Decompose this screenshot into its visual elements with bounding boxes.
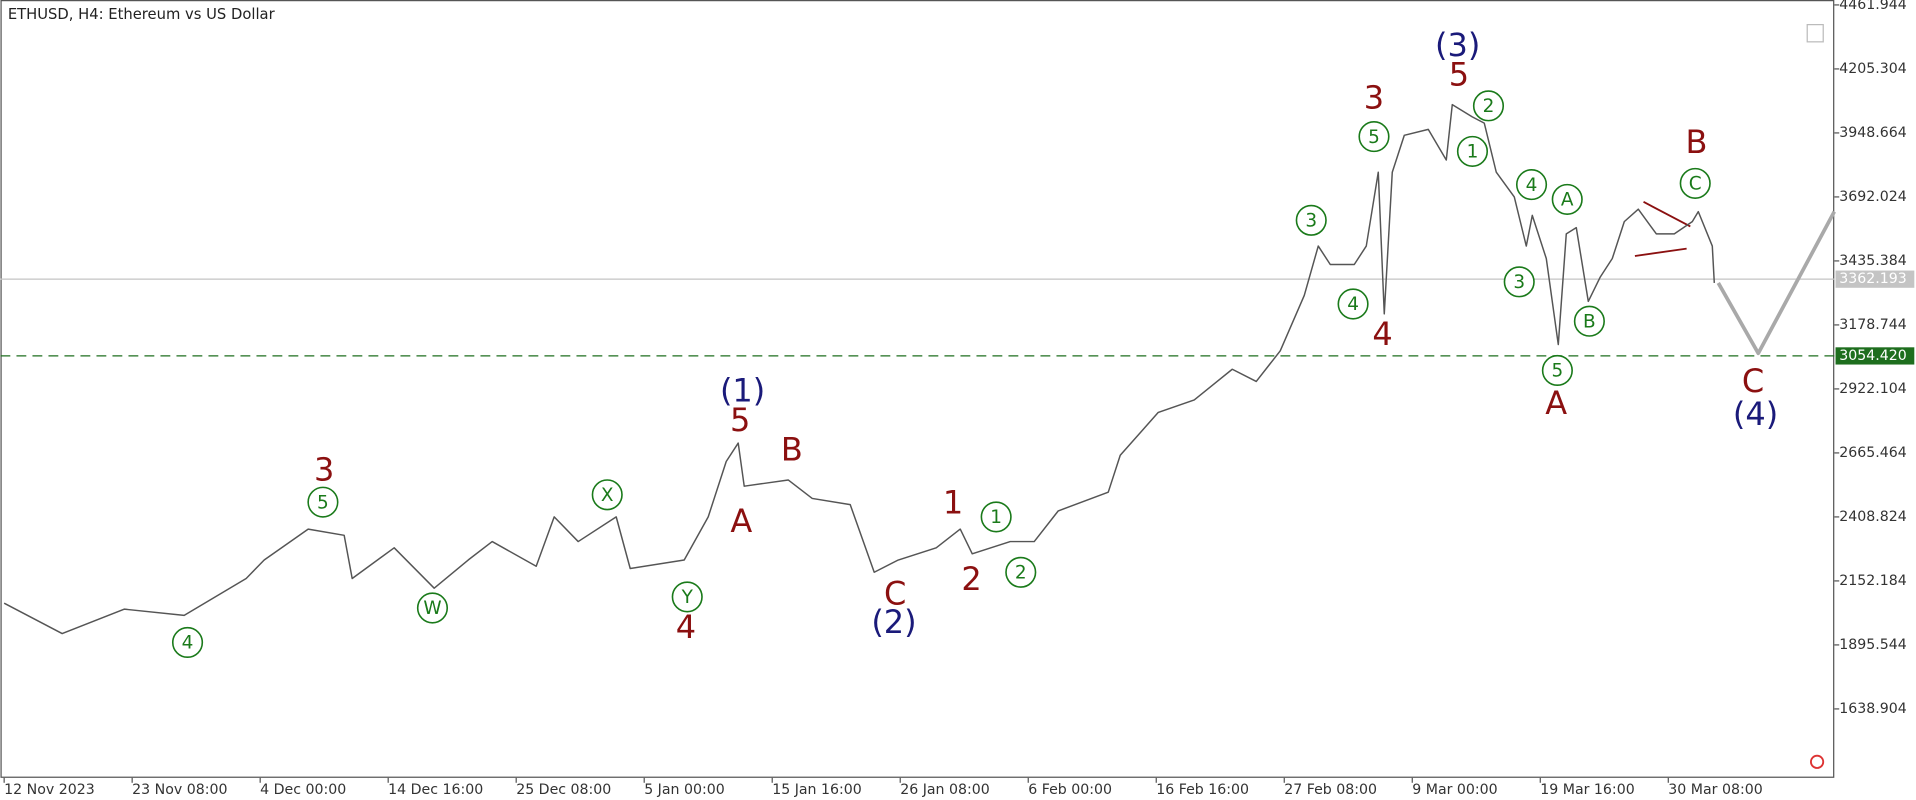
wave-circle xyxy=(591,479,623,511)
x-tick-label: 26 Jan 08:00 xyxy=(900,782,990,798)
price-label: 3362.193 xyxy=(1839,271,1906,287)
price-label-box xyxy=(1835,270,1915,288)
y-tick-label: 2152.184 xyxy=(1839,573,1906,589)
x-tick-label: 16 Feb 16:00 xyxy=(1156,782,1249,798)
wave-label: 2 xyxy=(961,560,981,598)
wave-label: 4 xyxy=(676,608,696,646)
x-tick-label: 6 Feb 00:00 xyxy=(1028,782,1112,798)
wave-label: B xyxy=(1685,123,1707,161)
icon[interactable] xyxy=(1806,24,1824,43)
wave-label: 3 xyxy=(1305,211,1317,232)
wave-circle xyxy=(1551,183,1583,215)
price-path xyxy=(1716,210,1836,356)
wave-label: 3 xyxy=(1513,272,1525,293)
wave-label: 4 xyxy=(1347,294,1359,315)
wave-label: (1) xyxy=(720,372,765,410)
wave-label: 2 xyxy=(1483,96,1495,117)
wave-label: C xyxy=(1689,174,1702,195)
y-tick-label: 2408.824 xyxy=(1839,509,1906,525)
wave-label: 4 xyxy=(182,633,194,654)
x-tick-label: 27 Feb 08:00 xyxy=(1284,782,1377,798)
wave-circle xyxy=(1295,204,1327,236)
icon[interactable] xyxy=(1810,754,1825,769)
y-tick-label: 4205.304 xyxy=(1839,61,1906,77)
wave-label: Y xyxy=(681,587,694,608)
x-tick-label: 30 Mar 08:00 xyxy=(1668,782,1762,798)
triangle-line xyxy=(1643,201,1691,228)
y-tick-label: 1895.544 xyxy=(1839,637,1906,653)
y-tick-label: 3178.744 xyxy=(1839,317,1906,333)
wave-label: A xyxy=(730,502,752,540)
wave-label: 2 xyxy=(1015,563,1027,584)
wave-label: 1 xyxy=(990,507,1002,528)
y-tick-label: 4461.944 xyxy=(1839,0,1906,13)
y-tick-label: 2665.464 xyxy=(1839,445,1906,461)
wave-label: 3 xyxy=(1364,79,1384,117)
x-tick-label: 23 Nov 08:00 xyxy=(132,782,227,798)
wave-circle xyxy=(1358,121,1390,153)
wave-label: 5 xyxy=(1368,127,1380,148)
plot-frame xyxy=(0,0,1835,778)
wave-circle xyxy=(416,592,449,624)
wave-circle xyxy=(1337,288,1369,320)
wave-label: B xyxy=(781,431,803,469)
wave-label: 5 xyxy=(317,492,329,513)
y-tick-label: 2922.104 xyxy=(1839,381,1906,397)
price-label-box xyxy=(1835,347,1915,365)
price-path xyxy=(3,103,1716,635)
wave-label: 5 xyxy=(730,401,750,439)
y-tick-label: 3435.384 xyxy=(1839,253,1906,269)
wave-label: B xyxy=(1583,311,1596,332)
wave-circle xyxy=(1456,135,1489,167)
wave-circle xyxy=(671,581,703,613)
wave-label: W xyxy=(423,598,441,619)
wave-label: 1 xyxy=(1467,142,1479,163)
wave-label: (3) xyxy=(1435,26,1480,64)
wave-label: 4 xyxy=(1526,175,1538,196)
wave-label: 1 xyxy=(943,484,963,522)
wave-label: A xyxy=(1561,190,1574,211)
chart-title: ETHUSD, H4: Ethereum vs US Dollar xyxy=(8,6,276,23)
wave-circle xyxy=(1573,305,1605,337)
wave-circle xyxy=(1472,90,1505,122)
x-tick-label: 14 Dec 16:00 xyxy=(388,782,483,798)
wave-label: 4 xyxy=(1372,315,1392,353)
x-tick-label: 12 Nov 2023 xyxy=(4,782,95,798)
wave-circle xyxy=(980,501,1012,533)
wave-circle xyxy=(1679,167,1711,199)
wave-label: (2) xyxy=(871,603,916,641)
y-tick-label: 1638.904 xyxy=(1839,701,1906,717)
triangle-line xyxy=(1634,247,1687,257)
wave-label: X xyxy=(601,485,614,506)
x-tick-label: 9 Mar 00:00 xyxy=(1412,782,1497,798)
wave-circle xyxy=(1541,354,1573,387)
wave-label: A xyxy=(1545,384,1567,422)
wave-circle xyxy=(1515,169,1548,201)
wave-label: 5 xyxy=(1449,55,1469,93)
y-tick-label: 3948.664 xyxy=(1839,125,1906,141)
wave-label: C xyxy=(1742,362,1764,400)
wave-circle xyxy=(171,626,204,659)
y-tick-label: 3692.024 xyxy=(1839,189,1906,205)
wave-label: (4) xyxy=(1733,395,1778,433)
wave-circle xyxy=(307,486,339,518)
x-tick-label: 4 Dec 00:00 xyxy=(260,782,346,798)
x-tick-label: 5 Jan 00:00 xyxy=(644,782,725,798)
x-tick-label: 25 Dec 08:00 xyxy=(516,782,611,798)
wave-label: C xyxy=(884,575,906,613)
wave-label: 5 xyxy=(1552,361,1564,382)
x-tick-label: 15 Jan 16:00 xyxy=(772,782,862,798)
wave-circle xyxy=(1503,266,1535,298)
wave-circle xyxy=(1005,556,1037,588)
wave-label: 3 xyxy=(314,450,334,488)
price-label: 3054.420 xyxy=(1839,348,1906,364)
x-tick-label: 19 Mar 16:00 xyxy=(1540,782,1634,798)
